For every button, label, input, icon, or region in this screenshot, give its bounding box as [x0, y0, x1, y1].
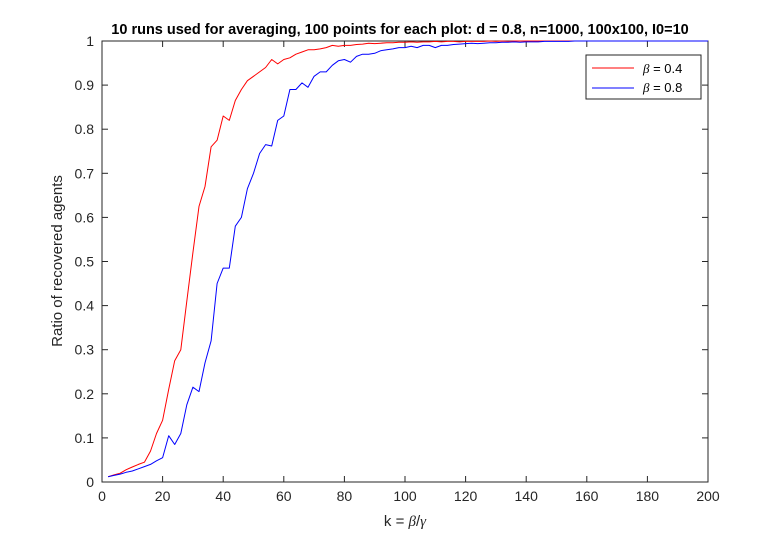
y-tick-label: 0.1 [75, 430, 95, 446]
x-tick-label: 40 [215, 488, 231, 504]
x-axis-label: k = β/γ [384, 513, 427, 530]
x-tick-label: 80 [337, 488, 353, 504]
x-tick-label: 20 [155, 488, 171, 504]
y-tick-label: 0.6 [75, 209, 95, 225]
y-tick-label: 1 [86, 33, 94, 49]
y-tick-label: 0.3 [75, 342, 95, 358]
legend-label-beta-0.8-value: = 0.8 [649, 80, 682, 95]
x-tick-label: 0 [98, 488, 106, 504]
legend-label-beta-0.4-greek: β [642, 61, 650, 76]
series-lines [107, 40, 708, 478]
legend-box [585, 54, 702, 100]
y-tick-label: 0.7 [75, 165, 95, 181]
y-tick-label: 0.8 [75, 121, 95, 137]
series-line-beta-0.4 [107, 40, 708, 478]
x-tick-label: 160 [575, 488, 599, 504]
y-tick-label: 0.9 [75, 77, 95, 93]
axis-ticks: 0 20 40 60 80 100 120 140 160 180 200 0 0.1 0.2 0.3 0.4… [75, 33, 720, 504]
y-tick-label: 0 [86, 474, 94, 490]
y-tick-label: 0.4 [75, 298, 95, 314]
legend-label-beta-0.4: β = 0.4 [642, 61, 682, 76]
x-axis-label-beta: β [408, 514, 417, 530]
legend: β = 0.4 β = 0.8 [585, 54, 702, 100]
x-tick-label: 140 [515, 488, 539, 504]
x-axis-label-gamma: γ [420, 514, 427, 530]
plot-area [101, 40, 709, 483]
chart-title: 10 runs used for averaging, 100 points f… [111, 22, 688, 38]
x-axis-label-prefix: k = [384, 513, 409, 530]
y-tick-label: 0.5 [75, 254, 95, 270]
x-tick-label: 200 [696, 488, 720, 504]
series-line-beta-0.8 [107, 40, 708, 478]
x-tick-label: 60 [276, 488, 292, 504]
y-axis-label: Ratio of recovered agents [49, 175, 66, 347]
legend-label-beta-0.8-greek: β [642, 80, 650, 95]
x-tick-label: 180 [636, 488, 660, 504]
x-tick-label: 120 [454, 488, 478, 504]
legend-label-beta-0.8: β = 0.8 [642, 80, 682, 95]
y-tick-label: 0.2 [75, 386, 95, 402]
x-axis-label-slash: / [416, 513, 421, 530]
x-tick-label: 100 [393, 488, 417, 504]
legend-label-beta-0.4-value: = 0.4 [649, 61, 682, 76]
